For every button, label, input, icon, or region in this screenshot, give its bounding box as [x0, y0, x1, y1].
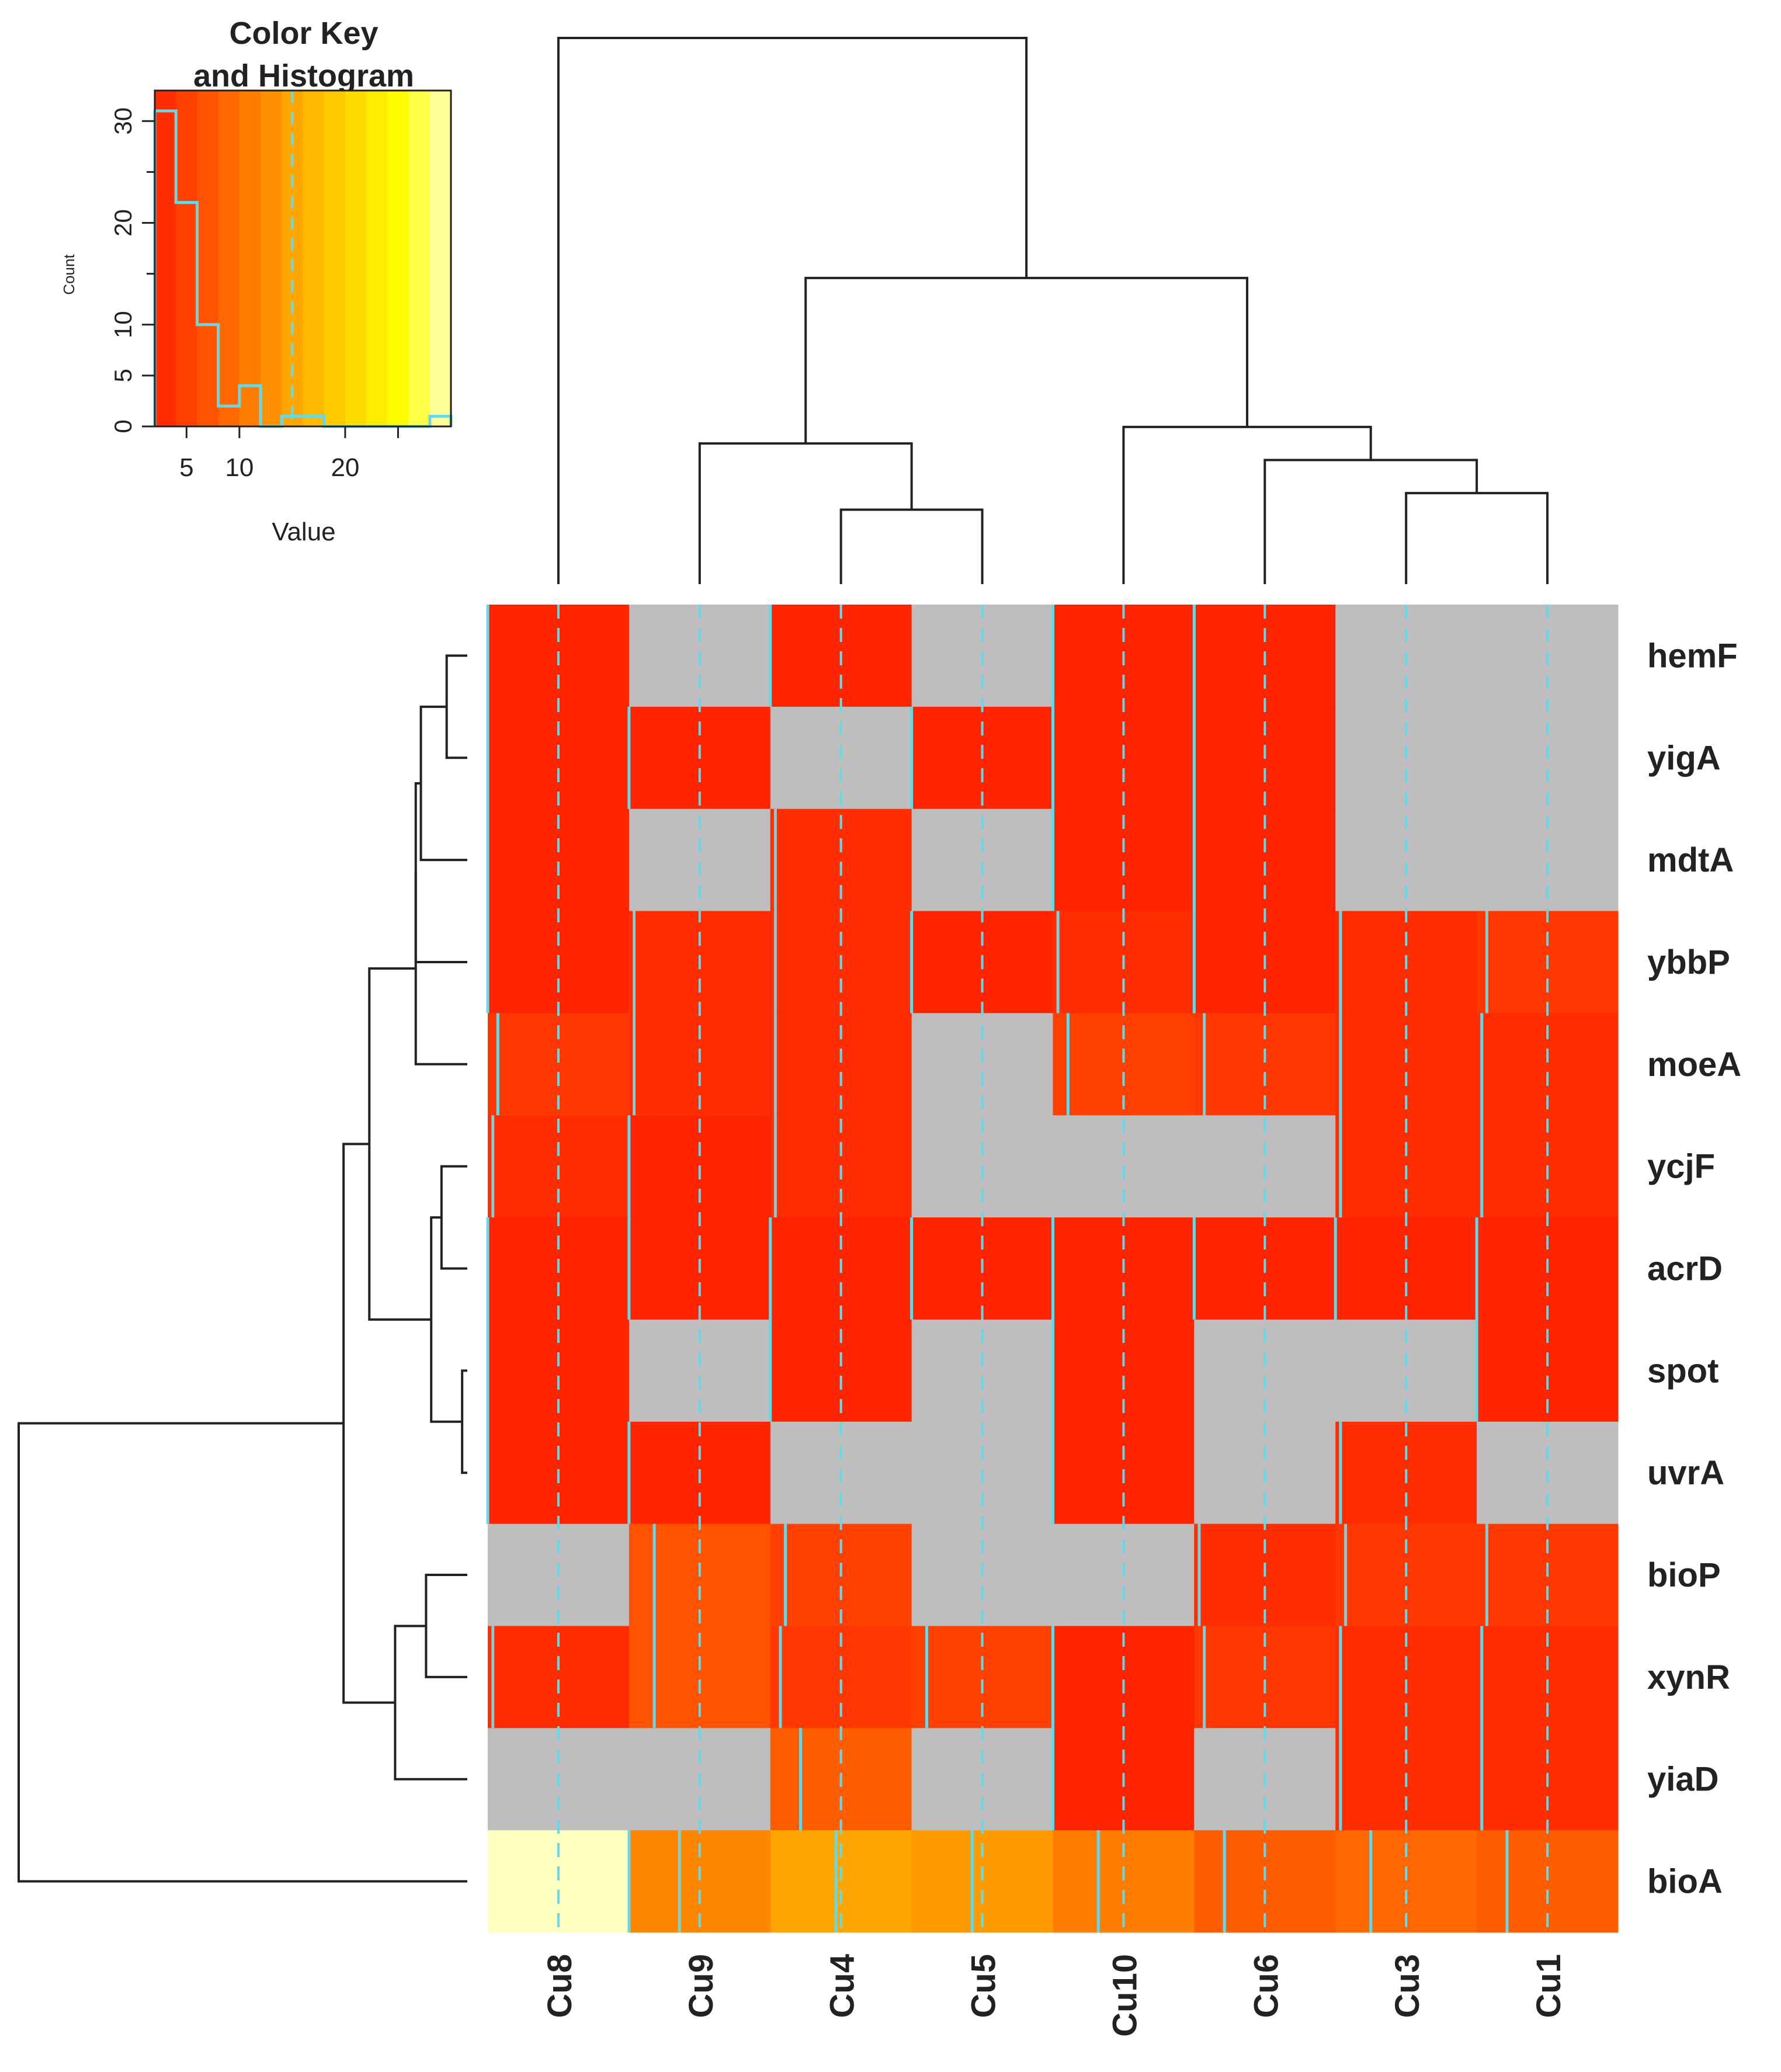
row-dendrogram-branch: [430, 1216, 463, 1423]
color-key-y-tick-label: 0: [109, 419, 137, 433]
axis-labels: hemF yigA mdtA ybbP moeA ycjF acrD spot uvrA bioP…: [541, 637, 1741, 2036]
color-key-band: [429, 91, 452, 426]
row-dendrogram-branch: [394, 1625, 467, 1781]
column-label: Cu9: [682, 1954, 720, 2018]
color-key-y-tick-label: 5: [109, 369, 137, 382]
row-dendrogram-branch: [419, 705, 467, 862]
row-dendrogram-branch: [414, 872, 467, 1065]
column-trace: [486, 605, 631, 1932]
color-key-y-tick-label: 10: [109, 311, 137, 338]
column-trace: [627, 706, 681, 1932]
color-key-y-tick-label: 20: [109, 209, 137, 237]
color-key-band: [324, 91, 346, 426]
color-key-subtitle: and Histogram: [193, 58, 414, 93]
color-key-band: [408, 91, 431, 426]
color-key-band: [197, 91, 219, 426]
heatmap-cells: [486, 605, 1619, 1933]
color-key-x-tick-label: 20: [331, 453, 359, 482]
column-label: Cu1: [1530, 1954, 1568, 2018]
row-label: xynR: [1647, 1658, 1730, 1696]
row-dendrogram-branch: [342, 1143, 395, 1704]
color-key-xlabel: Value: [272, 518, 335, 546]
column-trace: [910, 706, 974, 1932]
column-dendrogram-branch: [557, 37, 1028, 584]
color-key-band: [218, 91, 240, 426]
column-label: Cu8: [541, 1954, 579, 2018]
column-dendrogram-branch: [804, 276, 1249, 444]
row-dendrogram-branch: [425, 1574, 467, 1678]
column-trace: [1334, 911, 1373, 1932]
row-label: ybbP: [1647, 943, 1730, 981]
row-dendrogram-branch: [18, 1422, 467, 1883]
row-label: moeA: [1647, 1046, 1741, 1084]
row-dendrogram-branch: [414, 782, 467, 963]
color-key-frame: [154, 89, 452, 428]
row-label: acrD: [1647, 1250, 1723, 1288]
row-label: hemF: [1647, 637, 1738, 675]
row-label: spot: [1647, 1352, 1718, 1390]
column-trace: [1051, 605, 1100, 1932]
color-key-band: [261, 91, 282, 426]
color-key-ylabel: Count: [60, 254, 78, 295]
column-label: Cu3: [1388, 1954, 1426, 2018]
color-key-x-tick-label: 5: [179, 453, 193, 482]
row-label: ycjF: [1647, 1148, 1715, 1186]
row-dendrogram-branch: [440, 1165, 467, 1270]
row-label: uvrA: [1647, 1454, 1724, 1492]
row-label: bioP: [1647, 1556, 1721, 1594]
row-label: mdtA: [1647, 841, 1734, 879]
column-label: Cu10: [1106, 1954, 1144, 2037]
color-key-title: Color Key: [229, 16, 378, 51]
row-label: yiaD: [1647, 1761, 1719, 1799]
color-key-y-tick-label: 30: [109, 107, 137, 135]
column-dendrogram-branch: [839, 508, 984, 584]
column-dendrogram-branch: [1263, 459, 1478, 584]
column-trace: [1192, 605, 1226, 1932]
row-label: bioA: [1647, 1863, 1723, 1901]
column-dendrogram-branch: [1122, 425, 1372, 584]
column-dendrogram: [557, 37, 1549, 584]
column-trace: [769, 605, 838, 1932]
color-key-x-tick-label: 10: [225, 453, 254, 482]
color-key-panel: Color Key and Histogram Value Count 0 5 10…: [60, 16, 453, 546]
color-key-band: [176, 91, 197, 426]
color-key-band: [387, 91, 409, 426]
column-dendrogram-branch: [1405, 492, 1549, 584]
column-dendrogram-branch: [698, 442, 913, 584]
color-key-band: [303, 91, 325, 426]
color-key-band: [345, 91, 367, 426]
column-label: Cu4: [824, 1954, 862, 2018]
column-trace: [1475, 911, 1509, 1932]
column-label: Cu6: [1247, 1954, 1285, 2018]
color-key-band: [155, 91, 176, 426]
row-label: yigA: [1647, 739, 1721, 777]
row-dendrogram-branch: [368, 967, 432, 1321]
column-label: Cu5: [965, 1954, 1003, 2018]
row-dendrogram-branch: [461, 1369, 467, 1474]
row-dendrogram: [18, 654, 467, 1883]
color-key-band: [239, 91, 261, 426]
color-key-band: [366, 91, 388, 426]
row-dendrogram-branch: [445, 654, 467, 759]
